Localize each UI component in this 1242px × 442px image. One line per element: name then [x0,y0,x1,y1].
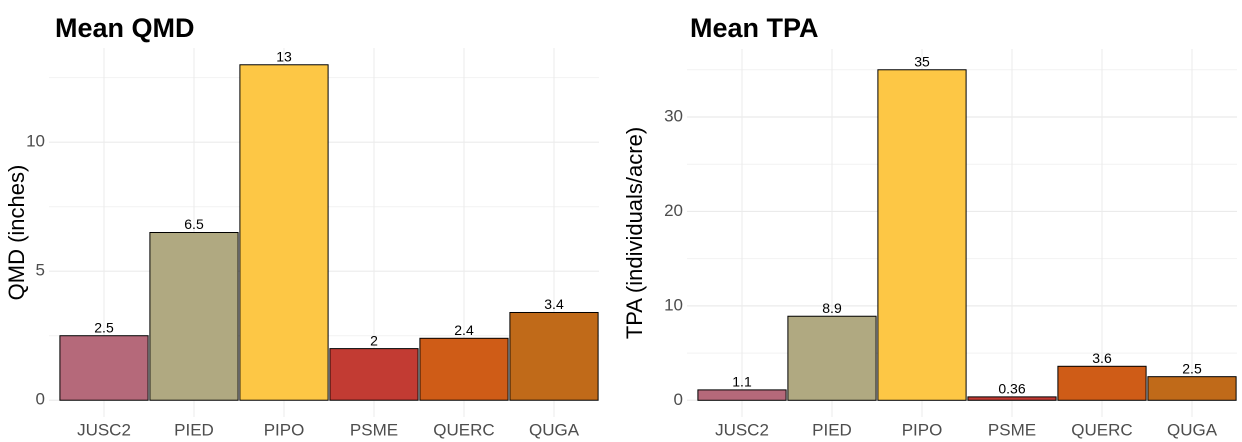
bar [1147,376,1237,401]
x-tick-label: QUERC [433,420,494,439]
bar [697,389,787,401]
value-label: 13 [276,48,292,64]
bar [509,311,599,401]
y-axis-label: TPA (individuals/acre) [622,127,647,339]
x-tick-label: JUSC2 [715,420,769,439]
y-tick-label: 10 [664,295,683,314]
y-tick-label: 0 [36,390,45,409]
y-tick-label: 30 [664,106,683,125]
value-label: 2 [370,332,378,348]
value-label: 35 [914,53,930,69]
value-label: 8.9 [822,300,842,316]
x-tick-label: PIED [812,420,852,439]
y-tick-label: 5 [36,261,45,280]
value-label: 2.5 [94,319,114,335]
y-tick-label: 0 [674,390,683,409]
bar [877,69,967,401]
value-label: 3.4 [544,296,564,312]
y-tick-label: 20 [664,201,683,220]
x-tick-label: PIPO [902,420,943,439]
x-tick-label: QUGA [529,420,580,439]
bar [967,396,1057,401]
x-tick-label: PIED [174,420,214,439]
bar [419,337,509,401]
bar [329,348,419,401]
x-tick-label: QUERC [1071,420,1132,439]
value-label: 3.6 [1092,350,1112,366]
x-tick-label: JUSC2 [77,420,131,439]
bar [239,64,329,401]
value-label: 2.5 [1182,360,1202,376]
x-tick-label: PSME [988,420,1036,439]
bar [787,315,877,401]
x-tick-label: PIPO [264,420,305,439]
y-axis-label: QMD (inches) [4,165,29,301]
bar [149,232,239,401]
value-label: 6.5 [184,216,204,232]
chart-title: Mean QMD [55,13,195,43]
bar [59,335,149,401]
value-label: 2.4 [454,322,474,338]
value-label: 0.36 [998,381,1025,397]
x-tick-label: PSME [350,420,398,439]
value-label: 1.1 [732,374,752,390]
chart-title: Mean TPA [690,13,819,43]
bar [1057,365,1147,401]
y-tick-label: 10 [26,132,45,151]
x-tick-label: QUGA [1167,420,1218,439]
